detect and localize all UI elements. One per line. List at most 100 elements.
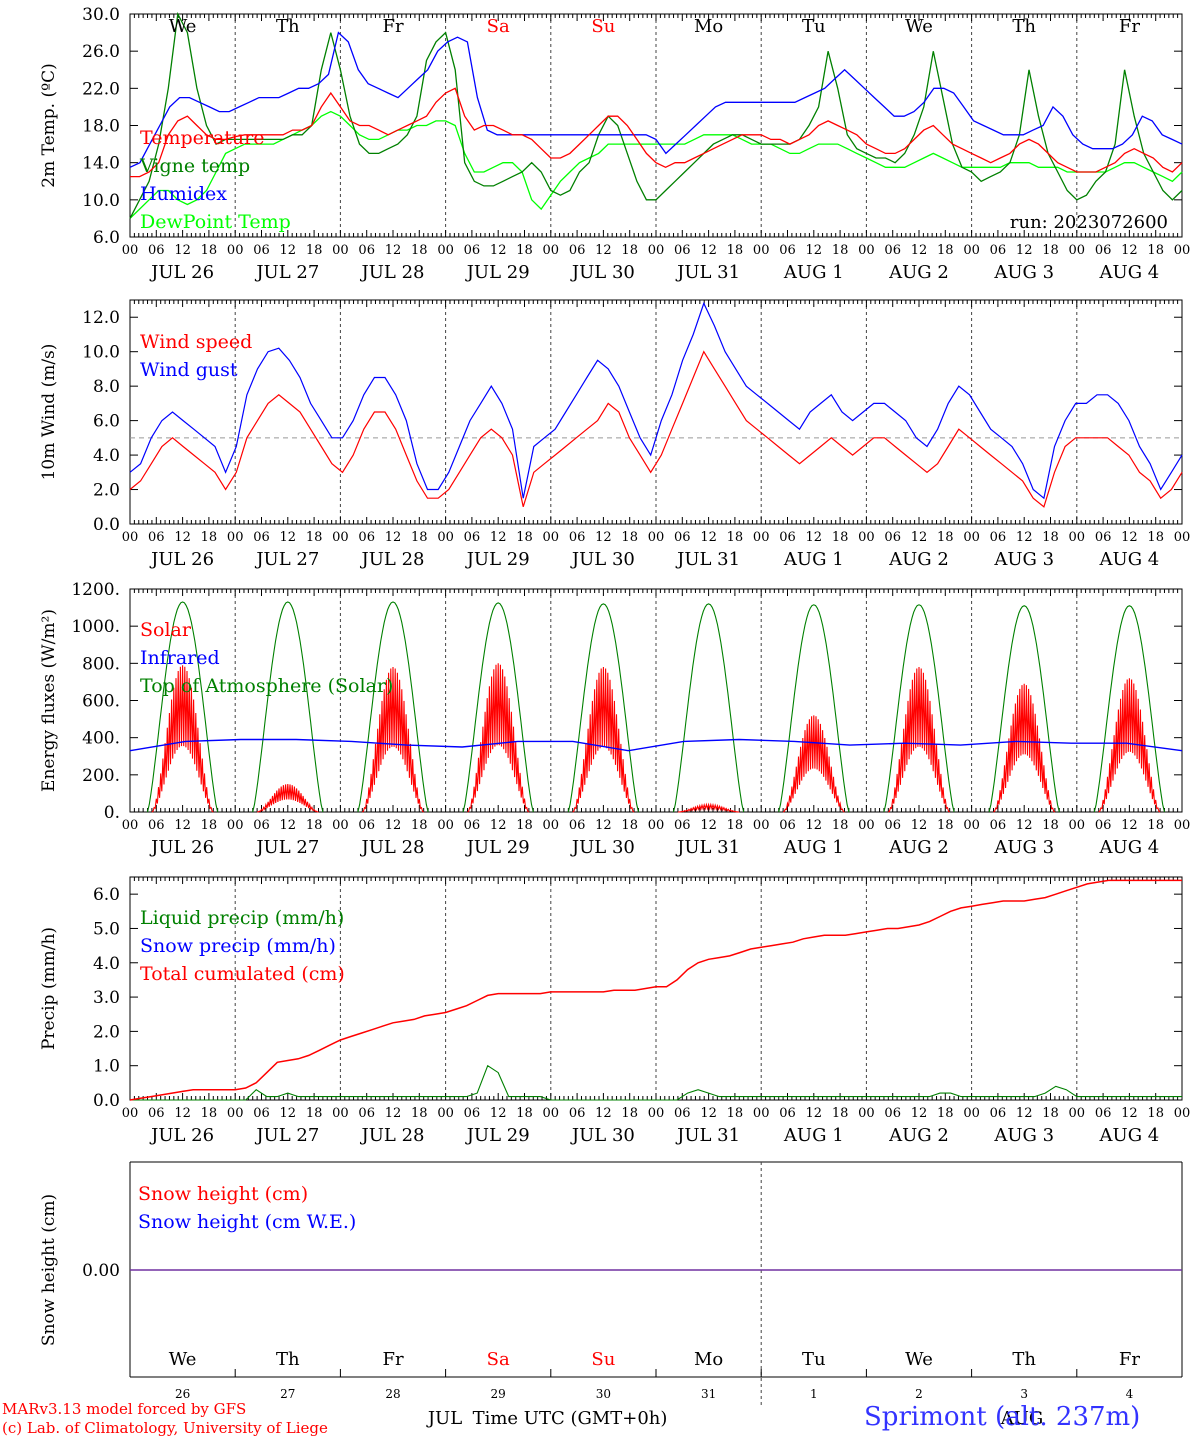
hour-label: 00 — [227, 818, 244, 833]
y-tick-label: 6.0 — [93, 412, 120, 432]
precip-ylabel: Precip (mm/h) — [39, 927, 59, 1050]
hour-label: 06 — [884, 530, 901, 545]
legend-entry: Temperature — [140, 127, 264, 149]
model-credit: MARv3.13 model forced by GFS (c) Lab. of… — [2, 1400, 328, 1438]
hour-label: 12 — [700, 243, 717, 258]
hour-label: 06 — [779, 1106, 796, 1121]
hour-label: 00 — [963, 530, 980, 545]
hour-label: 12 — [174, 530, 191, 545]
legend-entry: Solar — [140, 619, 192, 641]
hour-label: 00 — [122, 243, 139, 258]
weekday-label: We — [169, 1349, 197, 1370]
y-tick-label: 10.0 — [82, 191, 120, 211]
hour-label: 18 — [1042, 243, 1059, 258]
hour-label: 18 — [727, 243, 744, 258]
y-tick-label: 800. — [82, 654, 120, 674]
date-label: JUL 29 — [465, 262, 530, 283]
hour-ticks — [129, 877, 1183, 1100]
legend-entry: Top of Atmosphere (Solar) — [140, 675, 393, 697]
date-label: JUL 27 — [254, 837, 319, 858]
hour-label: 12 — [385, 243, 402, 258]
hour-label: 00 — [1174, 818, 1191, 833]
hour-label: 00 — [963, 818, 980, 833]
hour-label: 12 — [911, 818, 928, 833]
day-number-label: 3 — [1020, 1387, 1028, 1401]
y-tick-label: 1200. — [71, 580, 120, 600]
date-label: JUL 27 — [254, 1125, 319, 1146]
hour-label: 12 — [385, 1106, 402, 1121]
hour-label: 18 — [201, 1106, 218, 1121]
hour-label: 12 — [385, 530, 402, 545]
weekday-label: We — [169, 16, 197, 37]
date-label: AUG 2 — [888, 1125, 949, 1146]
weekday-label: Fr — [382, 1349, 403, 1370]
hour-label: 12 — [385, 818, 402, 833]
date-label: JUL 29 — [465, 1125, 530, 1146]
hour-label: 18 — [1042, 530, 1059, 545]
hour-label: 12 — [700, 530, 717, 545]
weekday-label: Tu — [802, 16, 826, 37]
legend-entry: Total cumulated (cm) — [140, 963, 345, 985]
hour-label: 00 — [437, 530, 454, 545]
hour-label: 00 — [648, 1106, 665, 1121]
legend-entry: DewPoint Temp — [140, 211, 291, 233]
hour-label: 00 — [332, 1106, 349, 1121]
hour-label: 06 — [990, 530, 1007, 545]
hour-label: 12 — [280, 243, 297, 258]
hour-label: 12 — [1121, 243, 1138, 258]
y-tick-label: 12.0 — [82, 308, 120, 328]
series-wind-gust — [129, 301, 1183, 500]
date-label: AUG 2 — [888, 837, 949, 858]
date-label: JUL 27 — [254, 262, 319, 283]
hour-label: 00 — [543, 818, 560, 833]
date-label: JUL 31 — [675, 549, 740, 570]
temperature-ylabel: 2m Temp. (ºC) — [39, 63, 59, 188]
y-tick-label: 6.0 — [93, 228, 120, 248]
hour-label: 12 — [595, 530, 612, 545]
series-wind-speed — [129, 350, 1183, 508]
hour-label: 18 — [937, 243, 954, 258]
hour-ticks — [129, 300, 1183, 524]
date-label: AUG 4 — [1099, 262, 1160, 283]
hour-label: 00 — [963, 243, 980, 258]
month-label-jul: JUL — [426, 1408, 462, 1429]
date-label: AUG 4 — [1099, 1125, 1160, 1146]
hour-label: 12 — [806, 1106, 823, 1121]
hour-label: 12 — [1016, 1106, 1033, 1121]
day-number-label: 28 — [385, 1387, 400, 1401]
hour-label: 06 — [358, 530, 375, 545]
run-annotation: run: 2023072600 — [1010, 212, 1168, 233]
hour-label: 00 — [1069, 1106, 1086, 1121]
y-tick-label: 18.0 — [82, 117, 120, 137]
date-label: JUL 31 — [675, 262, 740, 283]
date-label: JUL 30 — [570, 1125, 635, 1146]
hour-label: 06 — [884, 243, 901, 258]
y-tick-label: 4.0 — [93, 954, 120, 974]
weekday-label: We — [905, 1349, 933, 1370]
hour-label: 00 — [648, 530, 665, 545]
hour-label: 12 — [174, 1106, 191, 1121]
hour-label: 00 — [1069, 243, 1086, 258]
hour-label: 06 — [253, 818, 270, 833]
hour-label: 12 — [1121, 1106, 1138, 1121]
hour-label: 06 — [148, 243, 165, 258]
hour-label: 00 — [1174, 243, 1191, 258]
credit-line: (c) Lab. of Climatology, University of L… — [2, 1419, 328, 1437]
hour-label: 18 — [1147, 818, 1164, 833]
hour-label: 00 — [1069, 818, 1086, 833]
hour-label: 06 — [253, 1106, 270, 1121]
hour-label: 12 — [700, 1106, 717, 1121]
hour-label: 12 — [806, 818, 823, 833]
hour-label: 06 — [464, 1106, 481, 1121]
wind-ylabel: 10m Wind (m/s) — [39, 344, 59, 481]
hour-label: 00 — [227, 530, 244, 545]
weekday-label: Sa — [487, 16, 510, 37]
y-tick-label: 8.0 — [93, 377, 120, 397]
y-tick-label: 0.0 — [93, 515, 120, 535]
hour-label: 00 — [648, 243, 665, 258]
energy-panel: 0. 200. 400. 600. 800. 1000. 1200. Energy fluxe… — [39, 580, 1190, 858]
hour-label: 06 — [569, 818, 586, 833]
hour-label: 12 — [280, 818, 297, 833]
hour-label: 00 — [227, 243, 244, 258]
hour-label: 00 — [332, 818, 349, 833]
